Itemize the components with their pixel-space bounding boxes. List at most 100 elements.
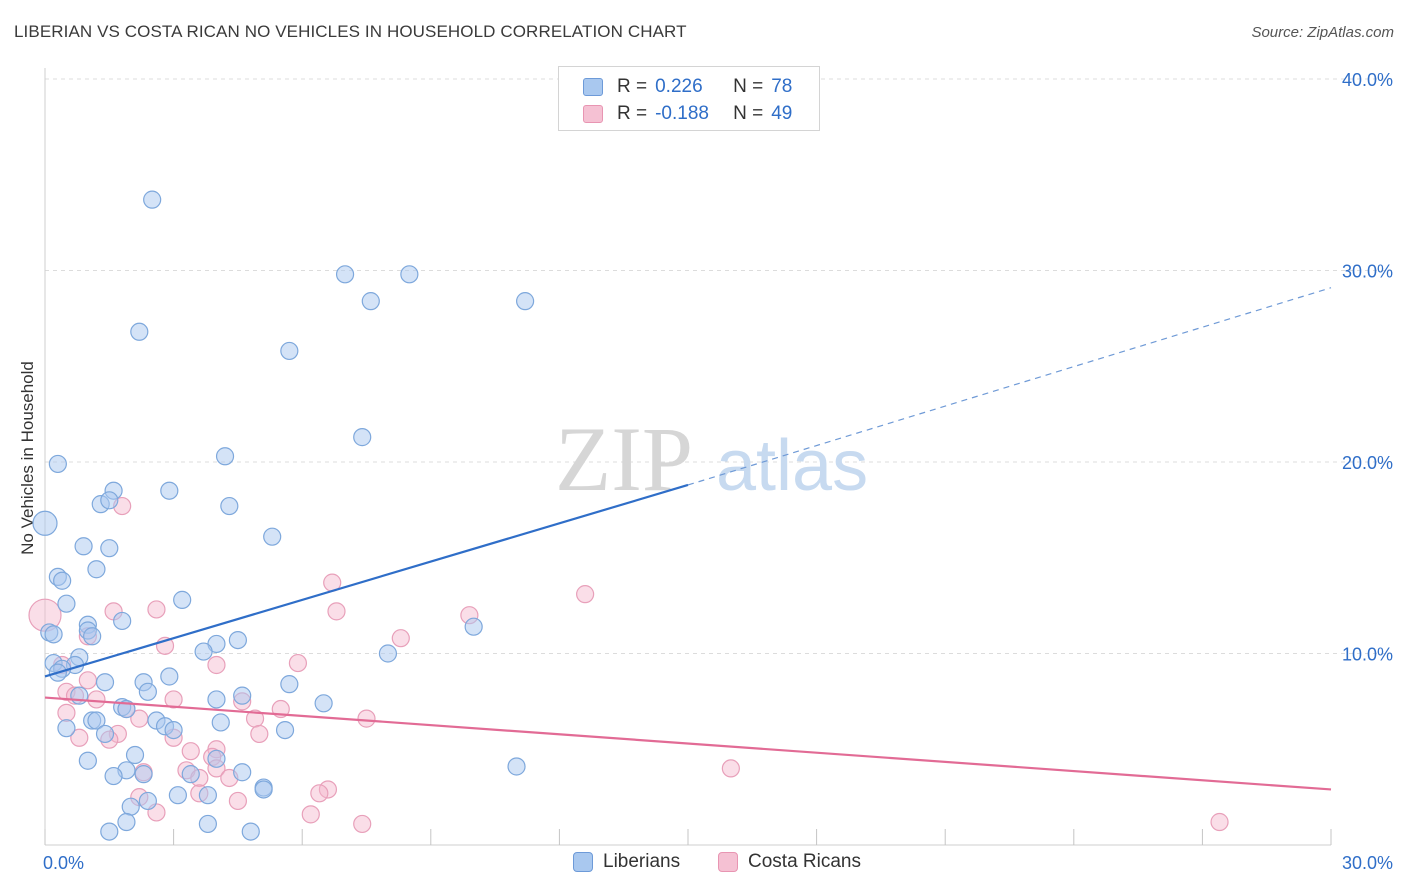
liberian-point <box>138 682 157 701</box>
liberian-point <box>125 745 145 765</box>
bottom-legend-liberians: Liberians <box>573 851 680 873</box>
x-tick-label: 0.0% <box>43 853 84 873</box>
legend-r-costa-ricans: -0.188 <box>655 103 709 124</box>
liberian-point <box>194 642 213 661</box>
liberian-point <box>100 491 119 510</box>
costa-rican-point <box>57 703 76 722</box>
bottom-legend-liberians-label: Liberians <box>603 851 681 872</box>
legend-r-liberians: 0.226 <box>655 76 703 97</box>
liberian-point <box>48 454 67 474</box>
costa-rican-point <box>318 780 338 799</box>
liberian-point <box>160 481 179 500</box>
costa-rican-point <box>288 653 308 673</box>
liberian-point <box>95 673 115 692</box>
liberian-point <box>207 690 226 709</box>
costa-rican-point <box>250 724 269 744</box>
liberian-point <box>211 713 230 732</box>
liberian-point <box>215 447 235 466</box>
y-tick-label: 10.0% <box>1342 645 1393 665</box>
costa-rican-point <box>310 784 329 803</box>
liberian-point <box>335 265 355 284</box>
liberian-point <box>100 539 119 558</box>
costa-rican-point <box>207 655 226 675</box>
legend-r-label: R = <box>617 76 648 97</box>
bottom-legend-costa-ricans-label: Costa Ricans <box>748 851 861 872</box>
liberian-point <box>207 749 226 768</box>
liberian-point <box>53 571 72 590</box>
watermark-zip: ZIP <box>555 408 693 510</box>
grid-lines <box>45 78 1392 654</box>
liberian-point <box>173 590 192 609</box>
liberian-point <box>181 765 200 784</box>
axes <box>44 68 1332 846</box>
liberian-point <box>160 667 179 686</box>
liberian-point <box>378 644 398 663</box>
liberian-point <box>87 711 106 730</box>
source-label: Source: ZipAtlas.com <box>1251 24 1394 41</box>
liberian-point <box>168 786 187 805</box>
liberian-point <box>400 265 419 284</box>
bottom-legend-costa-ricans: Costa Ricans <box>718 851 861 873</box>
watermark-atlas: atlas <box>716 426 868 506</box>
liberian-point <box>254 780 273 799</box>
liberian-point <box>32 510 58 536</box>
costa-rican-point <box>181 742 200 761</box>
y-tick-label: 40.0% <box>1342 70 1393 90</box>
liberian-point <box>113 611 132 631</box>
liberian-point <box>138 791 157 811</box>
legend-row-costa-ricans: R = -0.188 N = 49 <box>583 102 792 126</box>
liberian-point <box>87 560 106 579</box>
y-tick-label: 20.0% <box>1342 453 1393 473</box>
costa-rican-point <box>576 585 595 604</box>
costa-rican-point <box>1210 812 1229 832</box>
liberian-point <box>241 822 260 841</box>
liberian-point <box>121 797 140 816</box>
liberian-point <box>83 627 102 646</box>
liberian-point <box>220 496 239 516</box>
legend-row-liberians: R = 0.226 N = 78 <box>583 75 792 99</box>
liberian-point <box>95 724 115 744</box>
liberian-point <box>57 594 76 613</box>
liberians-trend-extension <box>687 287 1332 486</box>
tick-labels: 10.0% 20.0% 30.0% 40.0% 0.0% 30.0% <box>43 70 1393 873</box>
liberian-point <box>57 719 76 738</box>
liberian-point <box>280 675 299 694</box>
liberian-point <box>507 757 526 776</box>
liberian-point <box>44 625 63 644</box>
liberian-point <box>263 527 282 546</box>
liberian-point <box>117 812 136 832</box>
costa-rican-point <box>327 602 346 621</box>
correlation-legend: R = 0.226 N = 78 R = -0.188 N = 49 <box>558 66 820 131</box>
costa-rican-point <box>70 728 89 747</box>
costa-rican-point <box>87 690 106 709</box>
costa-rican-point <box>357 709 376 728</box>
liberian-point <box>361 292 380 311</box>
liberians-trend-line <box>44 483 689 678</box>
legend-n-label: N = <box>733 76 764 97</box>
costa-rican-point <box>391 629 410 648</box>
liberian-point <box>464 617 483 636</box>
costa-rican-point <box>78 671 97 690</box>
costa-ricans-trend-line <box>44 696 1332 791</box>
legend-swatch-liberians <box>583 78 603 96</box>
liberian-point <box>198 786 217 805</box>
liberian-point <box>78 751 97 770</box>
legend-r-label: R = <box>617 103 648 124</box>
liberian-point <box>100 822 119 841</box>
liberian-point <box>164 720 183 740</box>
watermark: ZIP atlas <box>555 408 868 510</box>
legend-n-liberians: 78 <box>771 76 793 97</box>
chart-title: LIBERIAN VS COSTA RICAN NO VEHICLES IN H… <box>14 22 687 41</box>
costa-rican-point <box>353 814 372 834</box>
bottom-swatch-liberians <box>573 852 593 872</box>
bottom-swatch-costa-ricans <box>718 852 738 872</box>
costa-rican-point <box>164 690 183 709</box>
liberian-point <box>233 686 252 705</box>
liberian-point <box>130 322 149 341</box>
costa-rican-point <box>228 791 247 811</box>
liberian-point <box>228 630 247 650</box>
liberian-point <box>314 694 333 713</box>
legend-swatch-costa-ricans <box>583 105 603 123</box>
liberian-point <box>280 341 299 361</box>
